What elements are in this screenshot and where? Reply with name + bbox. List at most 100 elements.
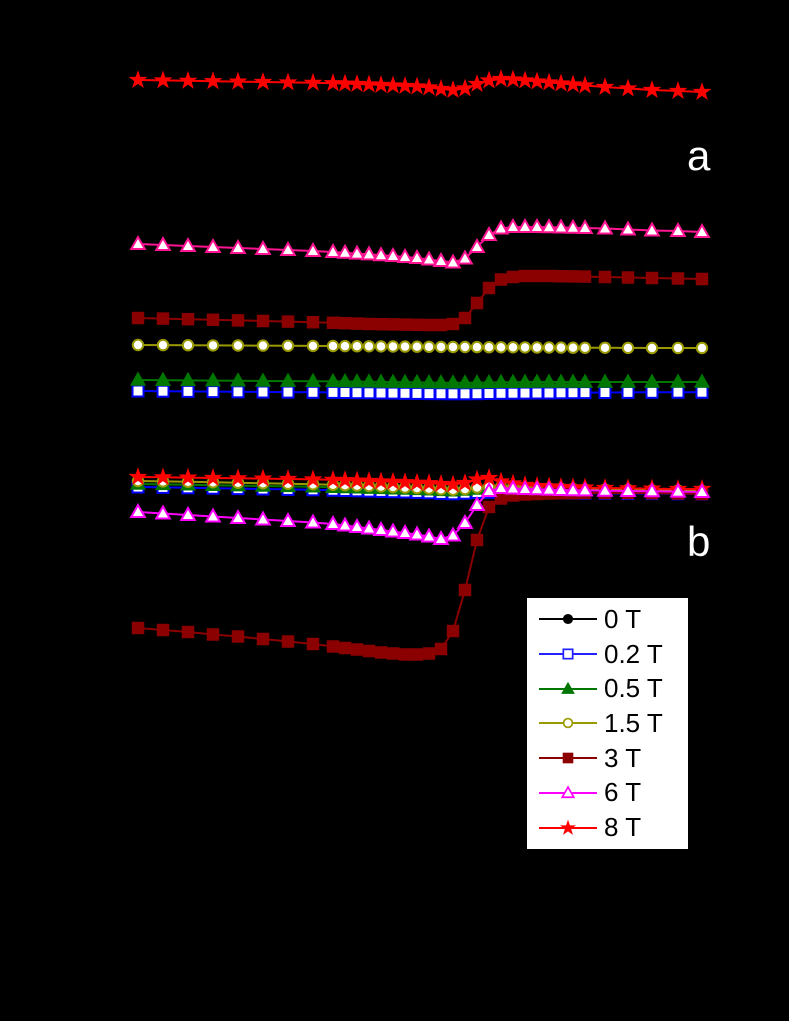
square-marker-icon <box>398 648 412 661</box>
triangle-marker-icon <box>229 238 247 254</box>
triangle-marker-icon <box>540 480 558 496</box>
legend-entry-6-t: 6 T <box>537 777 688 808</box>
star-marker-icon <box>253 468 273 487</box>
square-marker-icon <box>542 386 556 400</box>
circle-marker-icon <box>578 341 592 354</box>
square-marker-icon <box>338 641 352 655</box>
square-marker-icon <box>446 624 460 638</box>
circle-marker-icon <box>338 339 352 353</box>
star-marker-icon <box>539 72 559 91</box>
square-marker-icon <box>695 272 709 286</box>
square-marker-icon <box>231 385 245 399</box>
triangle-marker-icon <box>669 373 687 388</box>
star-marker-icon <box>303 72 323 91</box>
square-marker-icon <box>231 314 245 327</box>
circle-marker-icon <box>434 340 448 354</box>
circle-marker-icon <box>562 718 574 729</box>
star-marker-icon <box>559 819 577 835</box>
square-marker-icon <box>518 269 532 283</box>
square-marker-icon <box>374 646 388 659</box>
star-marker-icon <box>595 77 615 96</box>
square-marker-icon <box>422 387 436 401</box>
legend-entry-label: 0.2 T <box>604 638 663 669</box>
triangle-marker-icon <box>336 516 354 532</box>
star-marker-icon <box>278 72 298 91</box>
triangle-marker-icon <box>669 482 687 498</box>
triangle-marker-icon <box>492 219 510 235</box>
triangle-marker-icon <box>396 523 414 539</box>
square-marker-icon <box>281 385 295 399</box>
circle-marker-icon <box>410 340 424 353</box>
triangle-marker-icon <box>420 374 438 389</box>
series-8t-panel-a <box>128 69 712 101</box>
legend-entry-0-2-t: 0.2 T <box>537 639 688 670</box>
square-marker-icon <box>671 385 685 399</box>
square-marker-icon <box>231 630 245 643</box>
circle-marker-icon <box>506 341 520 354</box>
triangle-marker-icon <box>619 220 637 236</box>
triangle-marker-icon <box>643 482 661 498</box>
square-marker-icon <box>386 647 400 660</box>
star-marker-icon <box>153 70 173 89</box>
square-marker-icon <box>374 317 388 331</box>
square-marker-icon <box>131 311 145 325</box>
triangle-marker-icon <box>254 372 272 387</box>
circle-marker-icon <box>598 341 612 354</box>
triangle-marker-icon <box>516 479 534 495</box>
triangle-marker-icon <box>596 219 614 235</box>
star-marker-icon <box>668 81 688 100</box>
legend-entry-0-5-t: 0.5 T <box>537 673 688 704</box>
square-marker-icon <box>578 386 592 400</box>
legend-entry-label: 8 T <box>604 812 642 843</box>
triangle-marker-icon <box>528 373 546 388</box>
square-marker-icon <box>458 583 472 597</box>
triangle-marker-icon <box>408 373 426 389</box>
legend-entry-1-5-t: 1.5 T <box>537 708 688 739</box>
star-marker-icon <box>278 469 298 488</box>
triangle-marker-icon <box>304 513 322 529</box>
circle-marker-icon <box>695 341 709 355</box>
legend-triangle-marker-icon <box>539 785 597 798</box>
square-marker-icon <box>554 269 568 283</box>
star-marker-icon <box>618 78 638 97</box>
triangle-marker-icon <box>552 480 570 496</box>
square-marker-icon <box>181 384 195 398</box>
star-marker-icon <box>443 80 463 99</box>
circle-marker-icon <box>386 340 400 353</box>
square-marker-icon <box>621 271 635 284</box>
circle-marker-icon <box>156 338 170 352</box>
triangle-marker-icon <box>504 373 522 388</box>
star-marker-icon <box>479 70 499 89</box>
square-marker-icon <box>566 386 580 400</box>
triangle-marker-icon <box>279 511 297 527</box>
square-marker-icon <box>256 632 270 646</box>
star-marker-icon <box>178 467 198 486</box>
triangle-marker-icon <box>444 253 462 269</box>
square-marker-icon <box>542 269 556 283</box>
triangle-marker-icon <box>564 373 582 388</box>
triangle-marker-icon <box>576 481 594 497</box>
star-marker-icon <box>228 468 248 487</box>
panel-b-label: b <box>687 518 711 565</box>
triangle-marker-icon <box>420 527 438 543</box>
square-marker-icon <box>434 642 448 656</box>
triangle-marker-icon <box>468 237 486 253</box>
square-marker-icon <box>156 312 170 325</box>
star-marker-icon <box>467 74 487 93</box>
square-marker-icon <box>578 270 592 283</box>
legend-entry-label: 6 T <box>604 777 642 808</box>
legend-entry-0-t: 0 T <box>537 604 688 635</box>
triangle-marker-icon <box>204 372 222 387</box>
triangle-marker-icon <box>492 478 510 494</box>
square-marker-icon <box>566 270 580 283</box>
circle-marker-icon <box>181 339 195 352</box>
star-marker-icon <box>479 468 499 487</box>
square-marker-icon <box>131 621 145 635</box>
circle-marker-icon <box>562 614 574 625</box>
square-marker-icon <box>374 386 388 400</box>
square-marker-icon <box>156 623 170 637</box>
triangle-marker-icon <box>596 373 614 388</box>
square-marker-icon <box>695 385 709 399</box>
triangle-marker-icon <box>693 482 711 498</box>
star-marker-icon <box>563 74 583 93</box>
